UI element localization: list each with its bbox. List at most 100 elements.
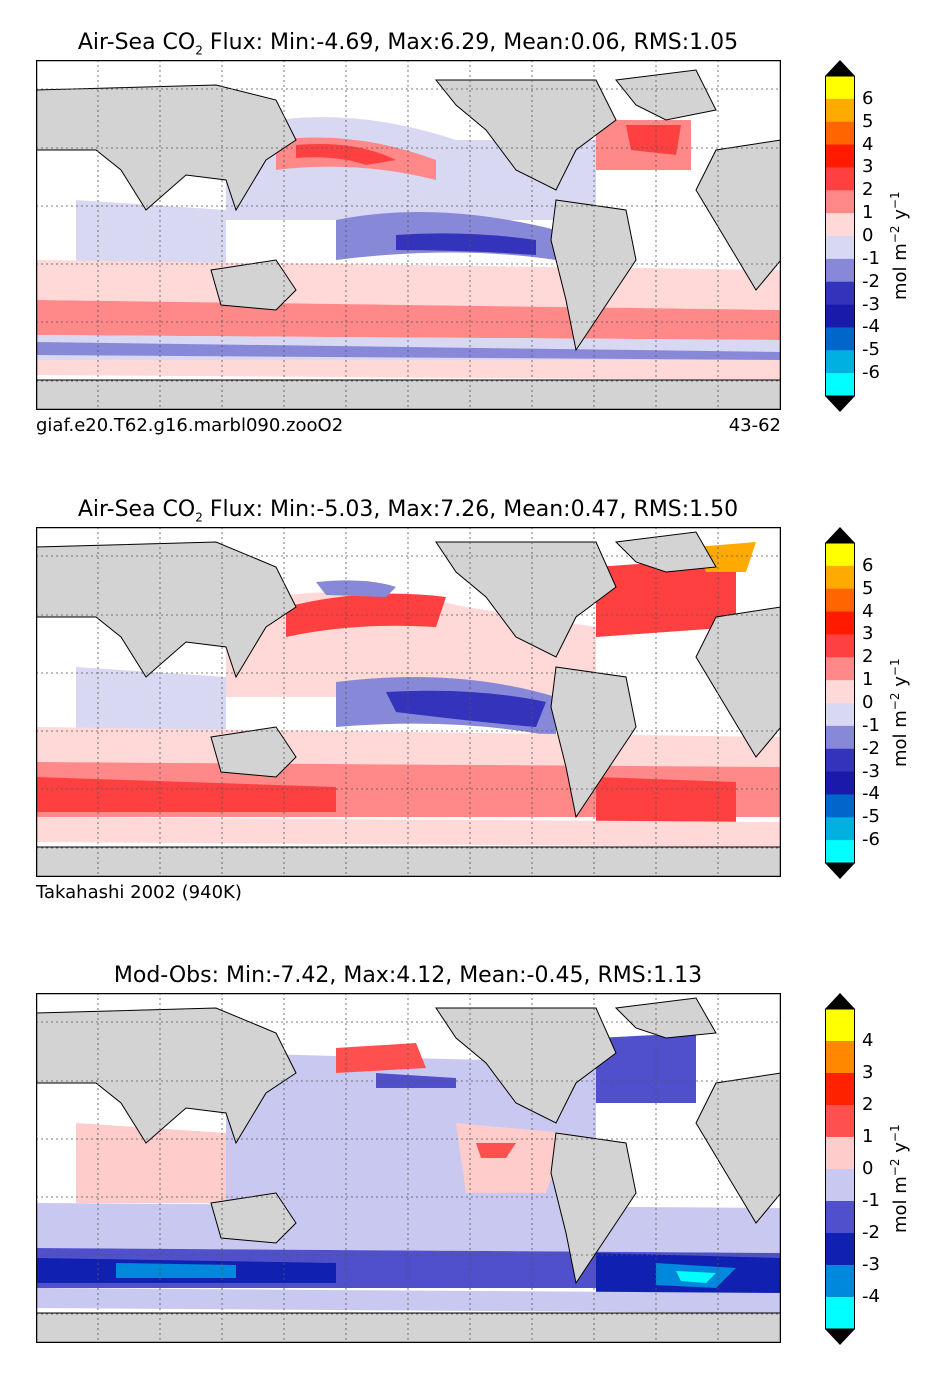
colorbar-top-extend [825, 993, 855, 1009]
colorbar-tick-label: -5 [862, 339, 880, 361]
colorbar-swatch [825, 281, 855, 306]
colorbar-swatch [825, 748, 855, 773]
colorbar-swatch [825, 543, 855, 567]
colorbar-swatch [825, 817, 855, 841]
colorbar-tick-label: 0 [862, 692, 874, 713]
map-svg [36, 527, 781, 877]
colorbar-top-extend [825, 527, 855, 543]
map-svg [36, 993, 781, 1343]
colorbar-tick-label: -5 [862, 806, 880, 828]
colorbar-swatch [825, 1169, 855, 1202]
colorbar-tick-label: 4 [862, 600, 874, 622]
colorbar-tick-label: 5 [862, 577, 874, 599]
colorbar-bottom-extend [825, 863, 855, 879]
footer-case-name: giaf.e20.T62.g16.marbl090.zooO2 [36, 415, 344, 436]
colorbar-bottom-extend [825, 396, 855, 412]
colorbar-swatch [825, 1233, 855, 1266]
panel-title: Air-Sea CO2 Flux: Min:-5.03, Max:7.26, M… [77, 497, 739, 525]
colorbar-swatch [825, 1201, 855, 1234]
colorbar-tick-label: 3 [862, 1062, 874, 1083]
colorbar-swatch [825, 304, 855, 328]
colorbar-tick-label: -2 [862, 737, 880, 759]
colorbar-tick-label: 1 [862, 1126, 874, 1147]
colorbar-tick-label: -4 [862, 1286, 880, 1307]
colorbar-swatch [825, 1105, 855, 1138]
colorbar-tick-label: -1 [862, 714, 880, 736]
colorbar-tick-label: -4 [862, 316, 880, 338]
colorbar [825, 527, 855, 879]
colorbar-tick-label: -6 [862, 829, 880, 851]
footer-years: 43-62 [728, 415, 781, 436]
colorbar-tick-label: 0 [862, 1158, 874, 1179]
colorbar-tick-label: 4 [862, 133, 874, 155]
colorbar-tick-label: 2 [862, 646, 874, 668]
colorbar-top-extend [825, 60, 855, 76]
map-observations [36, 527, 781, 877]
colorbar-swatch [825, 258, 855, 283]
colorbar-swatch [825, 565, 855, 590]
colorbar-tick-label: 6 [862, 554, 874, 576]
colorbar-tick-label: 1 [862, 202, 874, 224]
colorbar-tick-label: 3 [862, 156, 874, 178]
colorbar-swatch [825, 1041, 855, 1074]
colorbar-swatch [825, 725, 855, 750]
colorbar [825, 60, 855, 412]
colorbar-swatch [825, 121, 855, 146]
colorbar-swatch [825, 1073, 855, 1106]
colorbar-bottom-extend [825, 1329, 855, 1345]
colorbar-tick-label: 1 [862, 669, 874, 691]
colorbar-tick-label: -2 [862, 270, 880, 292]
colorbar-swatch [825, 236, 855, 260]
colorbar-tick-label: -1 [862, 247, 880, 269]
colorbar-tick-label: 2 [862, 179, 874, 201]
colorbar-tick-label: -4 [862, 783, 880, 805]
colorbar-tick-label: 3 [862, 623, 874, 645]
colorbar-svg [825, 60, 855, 412]
colorbar-swatch [825, 680, 855, 704]
map-model [36, 60, 781, 410]
colorbar-unit: mol m−2 y−1 [888, 1124, 911, 1233]
colorbar-swatch [825, 588, 855, 613]
colorbar-swatch [825, 213, 855, 237]
colorbar-unit: mol m−2 y−1 [888, 658, 911, 767]
colorbar-tick-label: -3 [862, 293, 880, 315]
colorbar-tick-label: -3 [862, 1254, 880, 1275]
colorbar-tick-label: -3 [862, 760, 880, 782]
colorbar-swatch [825, 190, 855, 214]
colorbar-swatch [825, 350, 855, 374]
colorbar-swatch [825, 657, 855, 681]
colorbar-swatch [825, 1137, 855, 1170]
colorbar-swatch [825, 167, 855, 191]
colorbar-swatch [825, 327, 855, 351]
colorbar-swatch [825, 794, 855, 818]
colorbar-swatch [825, 634, 855, 658]
panel-observations: Air-Sea CO2 Flux: Min:-5.03, Max:7.26, M… [0, 467, 949, 917]
colorbar-swatch [825, 611, 855, 635]
colorbar-swatch [825, 840, 855, 864]
colorbar-tick-label: 5 [862, 110, 874, 132]
colorbar-svg [825, 993, 855, 1345]
colorbar-tick-label: -2 [862, 1222, 880, 1243]
colorbar-tick-label: -1 [862, 1190, 880, 1211]
colorbar-svg [825, 527, 855, 879]
panel-model: Air-Sea CO2 Flux: Min:-4.69, Max:6.29, M… [0, 0, 949, 450]
colorbar-tick-label: 4 [862, 1030, 874, 1051]
panel-title: Air-Sea CO2 Flux: Min:-4.69, Max:6.29, M… [77, 30, 739, 58]
colorbar-swatch [825, 373, 855, 397]
panel-title: Mod-Obs: Min:-7.42, Max:4.12, Mean:-0.45… [113, 963, 703, 988]
colorbar-tick-label: 6 [862, 87, 874, 109]
colorbar-swatch [825, 98, 855, 123]
colorbar-swatch [825, 771, 855, 795]
colorbar-swatch [825, 144, 855, 168]
colorbar [825, 993, 855, 1345]
colorbar-swatch [825, 703, 855, 727]
colorbar-tick-label: -6 [862, 362, 880, 384]
colorbar-tick-label: 2 [862, 1094, 874, 1115]
colorbar-swatch [825, 1265, 855, 1298]
map-svg [36, 60, 781, 410]
colorbar-tick-label: 0 [862, 225, 874, 246]
colorbar-swatch [825, 1009, 855, 1042]
colorbar-unit: mol m−2 y−1 [888, 191, 911, 300]
colorbar-swatch [825, 76, 855, 100]
colorbar-swatch [825, 1297, 855, 1330]
